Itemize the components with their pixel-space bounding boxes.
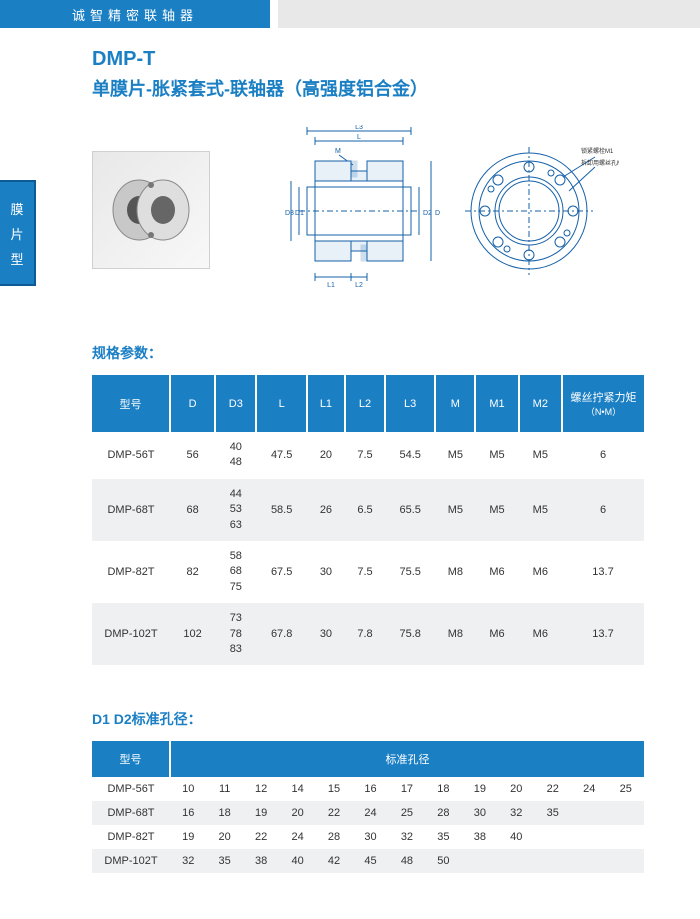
bore-table: 型号 标准孔径 DMP-56T1011121415161718192022242… [92, 741, 644, 873]
side-tab-char: 型 [10, 249, 23, 268]
spec-heading: 规格参数： [92, 343, 644, 363]
th: L2 [345, 375, 385, 432]
th-model: 型号 [92, 741, 170, 777]
th-torque: 螺丝拧紧力矩 （N•M） [562, 375, 644, 432]
bore-heading: D1 D2标准孔径： [92, 709, 644, 729]
svg-text:L2: L2 [355, 282, 363, 289]
product-subtitle: 单膜片-胀紧套式-联轴器（高强度铝合金） [92, 75, 644, 101]
table-row: DMP-56T56404847.5207.554.5M5M5M56 [92, 432, 644, 479]
table-row: DMP-68T6844536358.5266.565.5M5M5M56 [92, 479, 644, 541]
svg-text:锁紧螺栓M1: 锁紧螺栓M1 [581, 147, 614, 155]
svg-text:L: L [357, 134, 361, 141]
th: L3 [385, 375, 435, 432]
table-row: DMP-82T19202224283032353840 [92, 825, 644, 849]
th: M2 [519, 375, 562, 432]
svg-text:L3: L3 [355, 125, 363, 131]
svg-text:M: M [335, 148, 341, 155]
technical-diagram: L3 L M [234, 125, 644, 295]
table-row: DMP-102T3235384042454850 [92, 849, 644, 873]
th: M [435, 375, 475, 432]
product-code: DMP-T [92, 48, 644, 71]
svg-text:L1: L1 [327, 282, 335, 289]
th: L [256, 375, 306, 432]
th: L1 [307, 375, 345, 432]
svg-text:D: D [435, 210, 440, 217]
table-row: DMP-56T10111214151617181920222425 [92, 777, 644, 801]
svg-text:D3: D3 [285, 210, 294, 217]
svg-text:拆卸用螺丝孔M2: 拆卸用螺丝孔M2 [581, 159, 619, 167]
product-photo [92, 151, 210, 269]
th: D [170, 375, 215, 432]
table-row: DMP-68T1618192022242528303235 [92, 801, 644, 825]
th-model: 型号 [92, 375, 170, 432]
header-band: 诚智精密联轴器 [0, 0, 700, 28]
th: M1 [475, 375, 518, 432]
side-tab-char: 片 [10, 224, 23, 243]
side-tab-char: 膜 [10, 199, 23, 218]
svg-text:D1: D1 [295, 210, 304, 217]
spec-table: 型号 D D3 L L1 L2 L3 M M1 M2 螺丝拧紧力矩 （N•M） … [92, 375, 644, 665]
table-row: DMP-82T8258687567.5307.575.5M8M6M613.7 [92, 541, 644, 603]
header-spacer [278, 0, 700, 28]
side-tab: 膜 片 型 [0, 180, 36, 286]
th-bore: 标准孔径 [170, 741, 644, 777]
figures-row: L3 L M [92, 125, 644, 295]
brand-label: 诚智精密联轴器 [0, 0, 270, 28]
table-row: DMP-102T10273788367.8307.875.8M8M6M613.7 [92, 603, 644, 665]
th: D3 [215, 375, 256, 432]
